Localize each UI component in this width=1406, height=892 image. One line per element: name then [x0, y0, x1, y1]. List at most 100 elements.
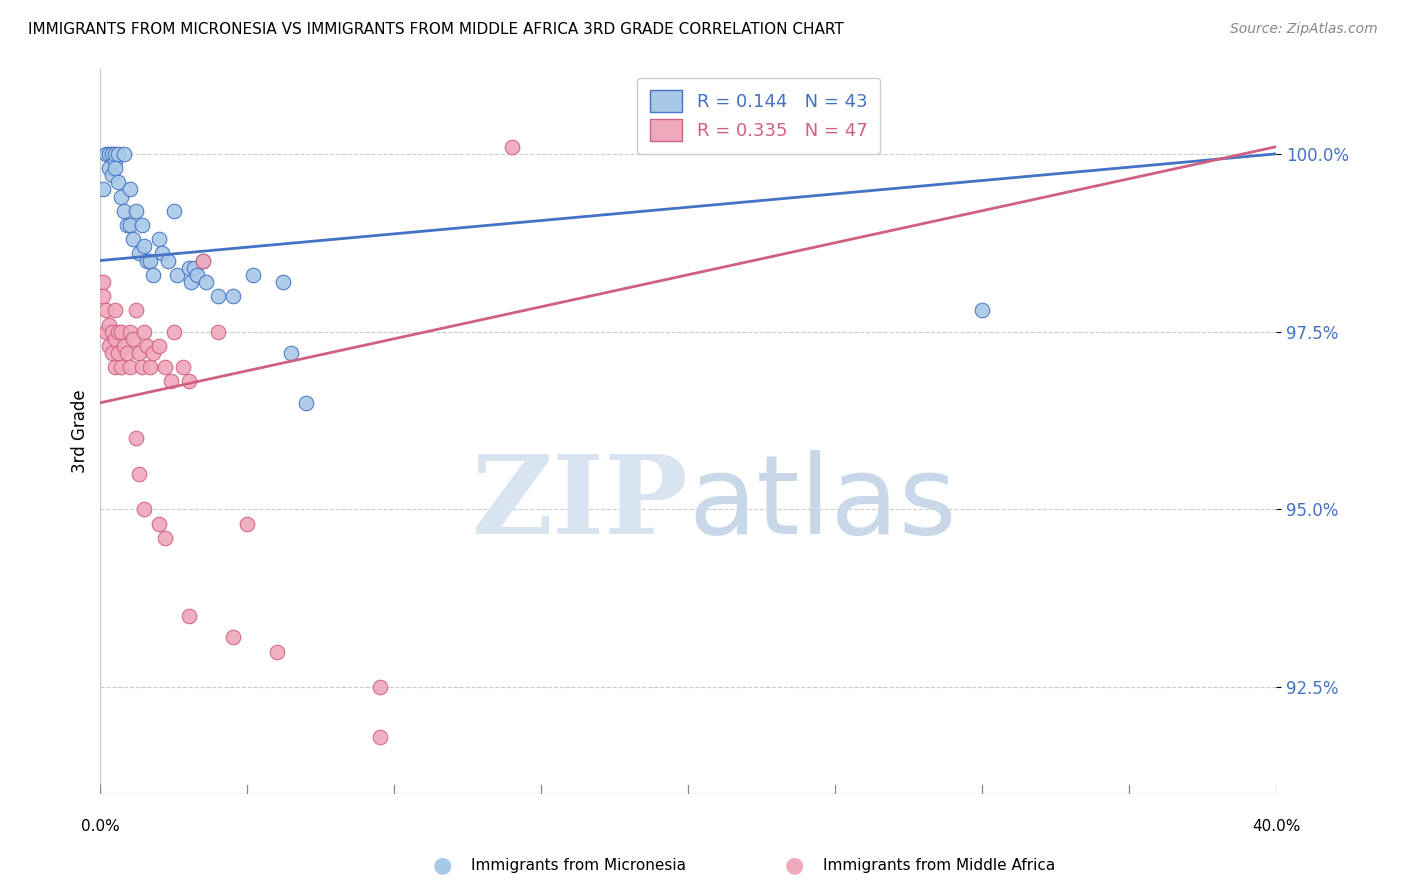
Point: [121, 332, 143, 346]
Point: [150, 246, 173, 260]
Text: ●: ●: [433, 855, 453, 875]
Point: [221, 289, 243, 303]
Point: [183, 260, 205, 275]
Point: [91, 289, 114, 303]
Point: [115, 346, 138, 360]
Point: [139, 360, 162, 375]
Text: ●: ●: [785, 855, 804, 875]
Point: [163, 203, 186, 218]
Point: [271, 275, 294, 289]
Point: [163, 325, 186, 339]
Point: [221, 631, 243, 645]
Point: [153, 531, 176, 545]
Point: [134, 239, 156, 253]
Point: [131, 218, 153, 232]
Point: [193, 253, 215, 268]
Point: [101, 325, 124, 339]
Point: [124, 431, 146, 445]
Point: [98, 339, 121, 353]
Point: [91, 182, 114, 196]
Point: [104, 153, 127, 168]
Point: [104, 161, 127, 175]
Point: [96, 325, 118, 339]
Point: [104, 146, 127, 161]
Point: [98, 146, 121, 161]
Point: [101, 146, 124, 161]
Point: [107, 325, 129, 339]
Point: [180, 275, 202, 289]
Point: [115, 218, 138, 232]
Point: [177, 375, 200, 389]
Point: [280, 346, 302, 360]
Point: [107, 346, 129, 360]
Point: [118, 218, 141, 232]
Point: [112, 146, 135, 161]
Point: [104, 332, 127, 346]
Point: [172, 360, 194, 375]
Point: [118, 182, 141, 196]
Point: [368, 680, 391, 694]
Point: [368, 730, 391, 744]
Point: [266, 645, 288, 659]
Point: [148, 232, 170, 246]
Point: [110, 189, 132, 203]
Point: [972, 303, 994, 318]
Point: [96, 303, 118, 318]
Point: [136, 253, 159, 268]
Text: atlas: atlas: [688, 450, 956, 558]
Text: 40.0%: 40.0%: [1251, 819, 1301, 834]
Point: [112, 203, 135, 218]
Point: [121, 232, 143, 246]
Point: [101, 168, 124, 182]
Point: [118, 360, 141, 375]
Y-axis label: 3rd Grade: 3rd Grade: [72, 390, 89, 473]
Point: [110, 325, 132, 339]
Point: [104, 360, 127, 375]
Text: Source: ZipAtlas.com: Source: ZipAtlas.com: [1230, 22, 1378, 37]
Point: [148, 516, 170, 531]
Point: [142, 268, 165, 282]
Point: [148, 339, 170, 353]
Point: [128, 346, 150, 360]
Point: [128, 467, 150, 481]
Point: [134, 502, 156, 516]
Point: [207, 289, 229, 303]
Point: [136, 339, 159, 353]
Point: [160, 375, 183, 389]
Point: [107, 175, 129, 189]
Point: [124, 303, 146, 318]
Point: [153, 360, 176, 375]
Point: [124, 203, 146, 218]
Point: [177, 609, 200, 624]
Point: [101, 346, 124, 360]
Legend: R = 0.144   N = 43, R = 0.335   N = 47: R = 0.144 N = 43, R = 0.335 N = 47: [637, 78, 880, 154]
Text: Immigrants from Middle Africa: Immigrants from Middle Africa: [823, 858, 1054, 872]
Point: [134, 325, 156, 339]
Point: [156, 253, 179, 268]
Point: [96, 146, 118, 161]
Point: [295, 395, 318, 409]
Point: [177, 260, 200, 275]
Point: [98, 318, 121, 332]
Point: [110, 360, 132, 375]
Point: [104, 303, 127, 318]
Point: [207, 325, 229, 339]
Point: [139, 253, 162, 268]
Point: [193, 253, 215, 268]
Point: [166, 268, 188, 282]
Point: [118, 325, 141, 339]
Point: [242, 268, 264, 282]
Text: Immigrants from Micronesia: Immigrants from Micronesia: [471, 858, 686, 872]
Point: [186, 268, 208, 282]
Point: [107, 146, 129, 161]
Text: IMMIGRANTS FROM MICRONESIA VS IMMIGRANTS FROM MIDDLE AFRICA 3RD GRADE CORRELATIO: IMMIGRANTS FROM MICRONESIA VS IMMIGRANTS…: [28, 22, 844, 37]
Point: [128, 246, 150, 260]
Text: ZIP: ZIP: [471, 450, 688, 558]
Point: [91, 275, 114, 289]
Point: [195, 275, 218, 289]
Point: [501, 140, 523, 154]
Point: [142, 346, 165, 360]
Text: 0.0%: 0.0%: [82, 819, 120, 834]
Point: [236, 516, 259, 531]
Point: [131, 360, 153, 375]
